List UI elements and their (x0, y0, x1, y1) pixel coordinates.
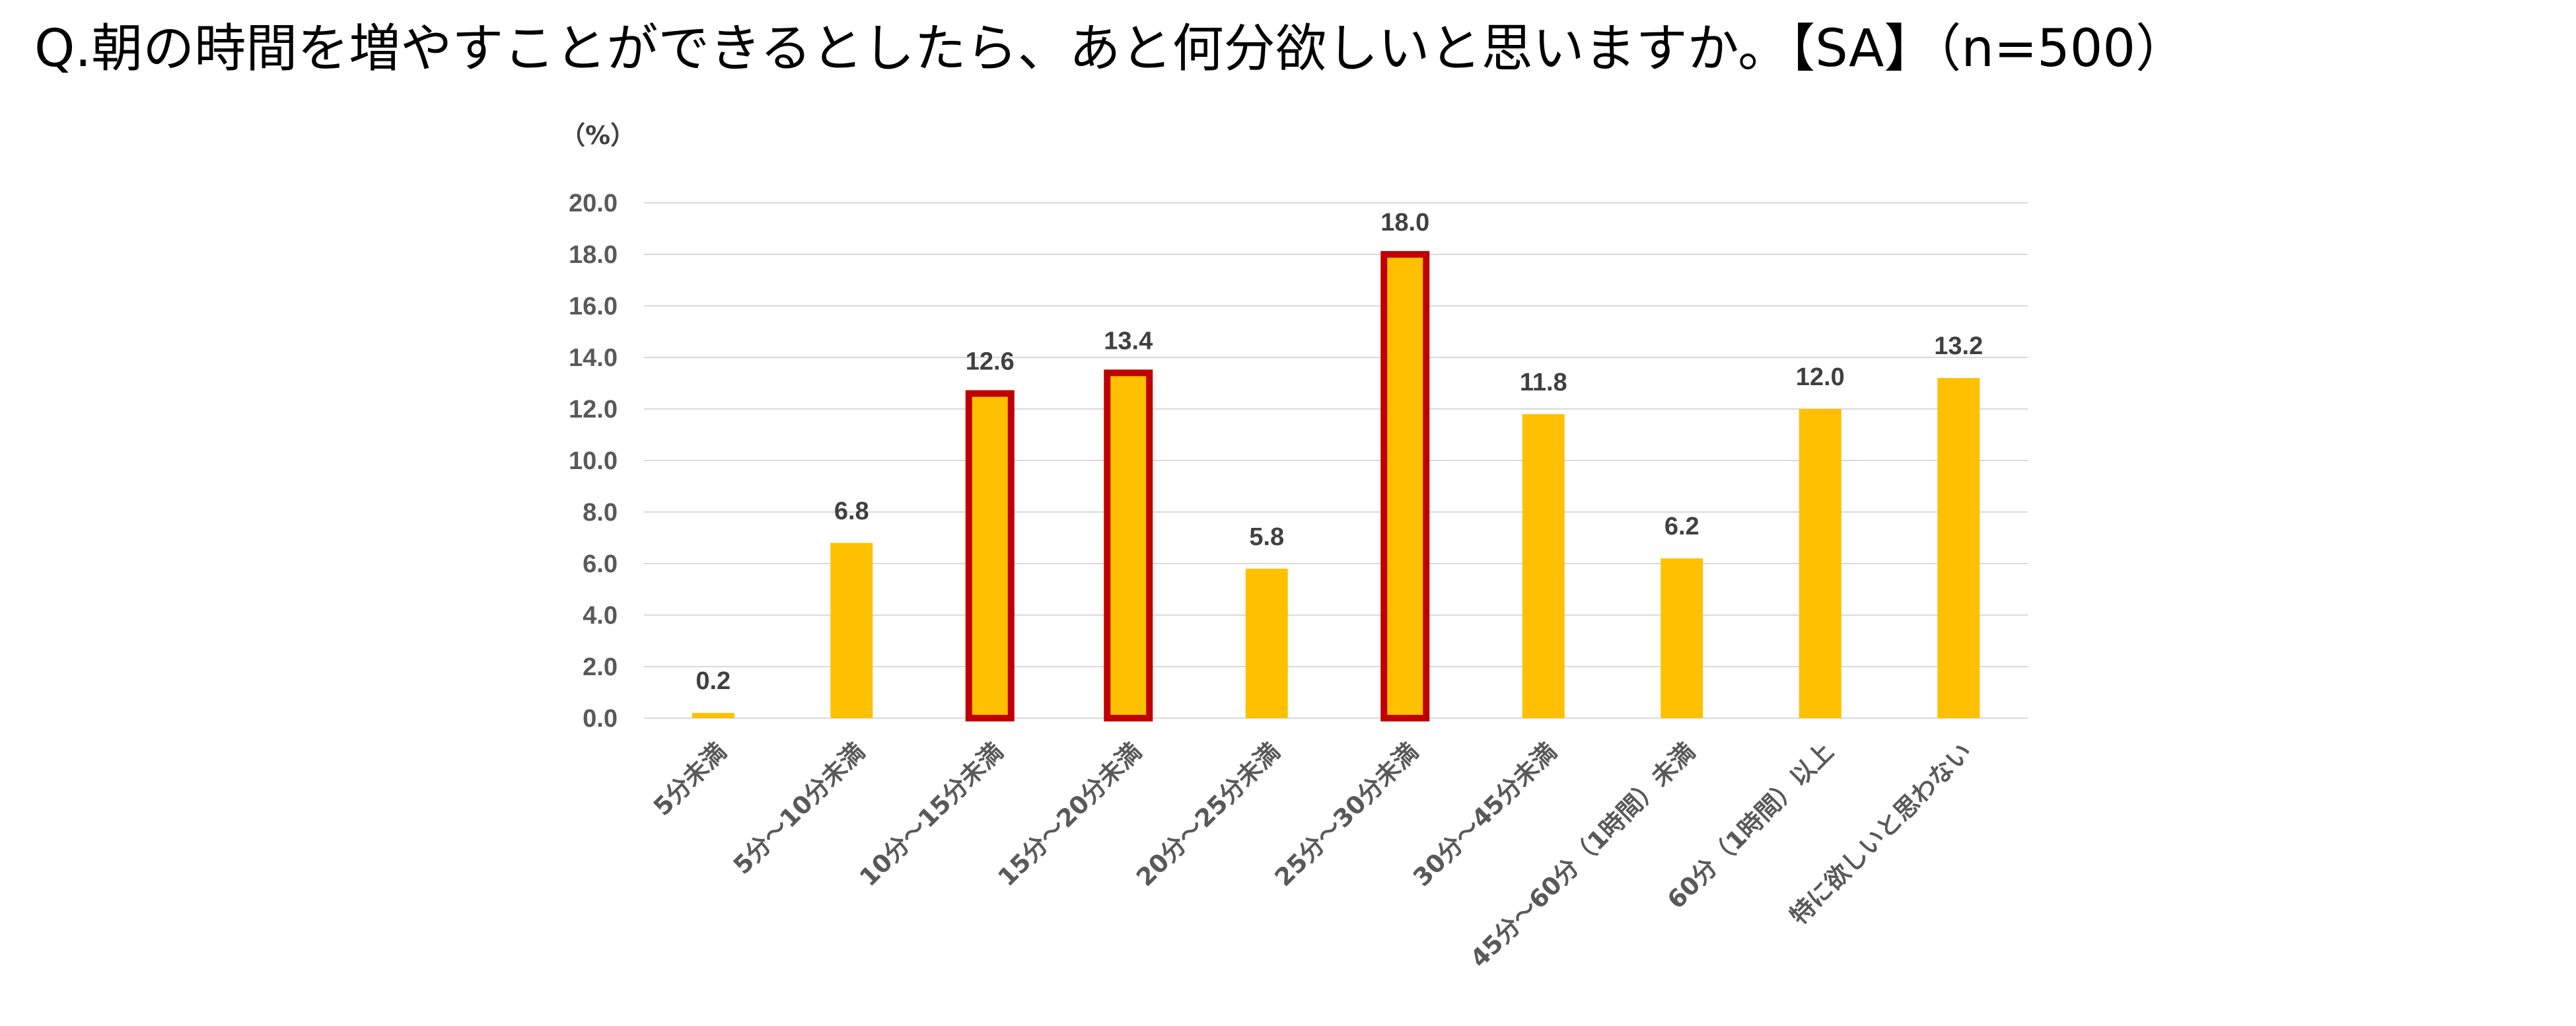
category-label-3: 10分～15分未満 (854, 737, 1009, 892)
bar-2 (830, 542, 873, 718)
y-tick-label: 14.0 (569, 344, 618, 372)
value-label-9: 12.0 (1796, 363, 1845, 391)
bars (692, 251, 1980, 721)
value-label-4: 13.4 (1104, 327, 1153, 355)
question-title: Q.朝の時間を増やすことができるとしたら、あと何分欲しいと思いますか。【SA】（… (34, 19, 2188, 79)
y-tick-label: 16.0 (569, 293, 618, 320)
bar-4 (1104, 369, 1153, 721)
bar-9 (1799, 409, 1842, 718)
category-label-7: 30分～45分未満 (1408, 737, 1562, 892)
value-label-2: 6.8 (834, 497, 869, 525)
category-label-4: 15分～20分未満 (993, 737, 1147, 892)
value-label-1: 0.2 (696, 667, 731, 695)
category-label-5: 20分～25分未満 (1131, 737, 1285, 892)
value-label-6: 18.0 (1380, 209, 1429, 237)
value-label-7: 11.8 (1520, 369, 1567, 396)
y-axis-unit-label: （%） (560, 121, 635, 150)
value-label-5: 5.8 (1249, 523, 1284, 551)
category-label-8: 45分～60分（1時間）未満 (1465, 737, 1701, 973)
bar-5 (1245, 568, 1288, 718)
gridlines (644, 202, 2028, 719)
y-axis-ticks: 0.0 2.0 4.0 6.0 8.0 10.0 12.0 14.0 16.0 18.0 20.0 (569, 190, 618, 733)
bar-1 (692, 713, 734, 718)
category-label-6: 25分～30分未満 (1270, 737, 1424, 892)
y-tick-label: 10.0 (569, 447, 618, 475)
bar-10 (1937, 378, 1980, 718)
bar-3 (965, 390, 1015, 721)
y-tick-label: 12.0 (569, 396, 618, 423)
bar-8 (1661, 558, 1703, 718)
y-tick-label: 18.0 (569, 241, 618, 269)
y-tick-label: 20.0 (569, 190, 618, 217)
bar-6 (1380, 251, 1430, 721)
category-label-2: 5分～10分未満 (728, 737, 871, 880)
bar-7 (1522, 414, 1565, 718)
category-label-1: 5分未満 (648, 737, 732, 821)
y-tick-label: 4.0 (583, 602, 618, 630)
category-labels: 5分未満5分～10分未満10分～15分未満15分～20分未満20分～25分未満2… (648, 737, 1978, 973)
y-tick-label: 2.0 (583, 653, 618, 681)
value-label-8: 6.2 (1664, 513, 1699, 540)
y-tick-label: 8.0 (583, 499, 618, 527)
y-tick-label: 0.0 (583, 705, 618, 733)
y-tick-label: 6.0 (583, 550, 618, 578)
value-label-3: 12.6 (966, 348, 1015, 376)
value-label-10: 13.2 (1934, 332, 1983, 360)
value-labels: 0.2 6.8 12.6 13.4 5.8 18.0 11.8 6.2 12.0 13.2 (696, 209, 1983, 695)
